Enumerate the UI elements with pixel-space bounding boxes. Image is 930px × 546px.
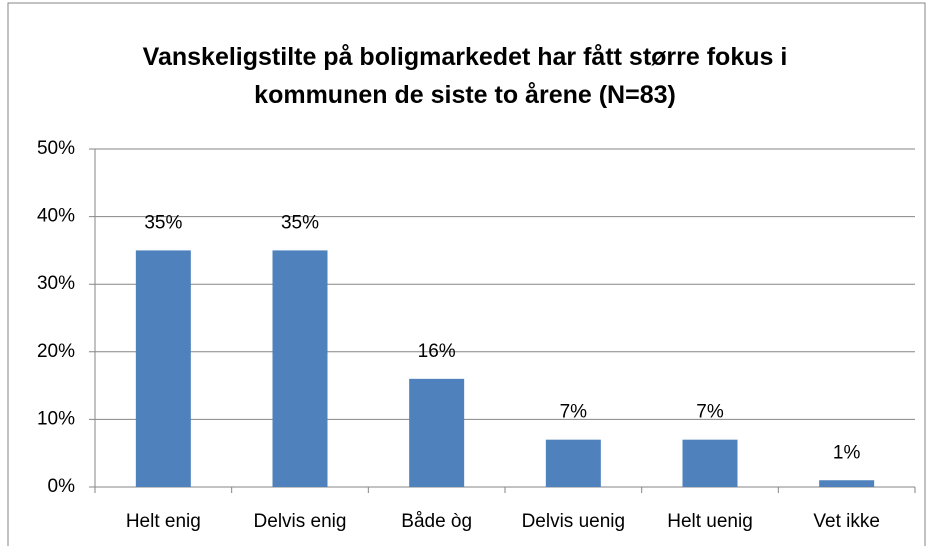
bar [409,378,465,487]
y-tick-label: 40% [37,206,75,227]
data-label: 1% [833,442,861,463]
bar [682,439,738,487]
data-label: 7% [696,402,724,423]
x-tick-label: Delvis uenig [522,511,626,532]
x-tick-label: Delvis enig [254,511,347,532]
y-tick-label: 0% [48,476,76,497]
x-tick-label: Helt uenig [667,511,753,532]
y-tick-label: 20% [37,341,75,362]
bar [545,439,601,487]
x-tick-label: Helt enig [126,511,201,532]
chart-title: Vanskeligstilte på boligmarkedet har fåt… [142,43,788,109]
chart-frame [7,2,926,546]
bar [819,480,875,487]
y-tick-label: 50% [37,138,75,159]
y-tick-label: 30% [37,273,75,294]
data-label: 16% [418,341,456,362]
data-label: 35% [281,212,319,233]
x-tick-label: Vet ikke [813,511,880,532]
data-label: 35% [144,212,182,233]
bar [135,250,191,487]
x-tick-label: Både òg [401,511,472,532]
y-tick-label: 10% [37,408,75,429]
bar [272,250,328,487]
data-label: 7% [560,402,588,423]
